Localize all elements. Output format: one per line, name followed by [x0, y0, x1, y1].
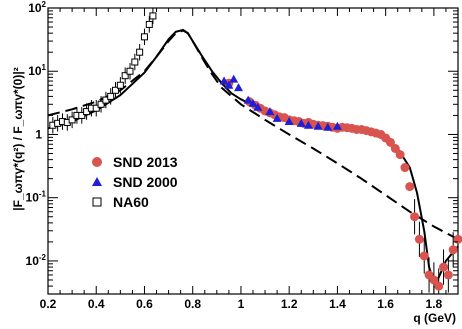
snd2000-point: [284, 117, 294, 126]
legend-marker-snd2000: [92, 177, 102, 186]
x-tick-label: 1.8: [426, 297, 443, 311]
na60-point: [116, 81, 124, 89]
snd2000-point: [303, 120, 313, 129]
na60-point: [102, 96, 110, 104]
y-tick-label: 102: [28, 0, 46, 15]
snd2000-point: [323, 122, 333, 131]
snd2013-point: [390, 143, 400, 153]
snd2013-point: [414, 234, 424, 244]
na60-point: [149, 12, 157, 20]
snd2013-point: [429, 275, 439, 285]
x-tick-label: 0.4: [88, 297, 105, 311]
snd2000-point: [248, 98, 258, 107]
y-tick-label: 1: [35, 127, 42, 141]
legend-label: NA60: [113, 194, 149, 210]
legend: SND 2013 SND 2000 NA60: [92, 154, 178, 210]
snd2000-point: [224, 80, 234, 89]
legend-label: SND 2000: [113, 174, 178, 190]
snd2000-point: [265, 107, 275, 116]
snd2013-point: [439, 262, 449, 272]
snd2000-point: [243, 95, 253, 104]
snd2013-point: [395, 150, 405, 160]
x-tick-label: 1.6: [377, 297, 394, 311]
snd2013-point: [400, 163, 410, 173]
snd2013-point: [410, 212, 420, 222]
y-tick-label: 10-1: [26, 190, 47, 205]
snd2000-point: [219, 76, 229, 85]
axes-layer: 0.2 0.4 0.6 0.8 1 1.2 1.4 1.6 1.8 10-2 10-1 101 102 1: [26, 0, 458, 311]
na60-point: [112, 86, 120, 94]
snd2000-point: [234, 83, 244, 92]
x-tick-label: 0.6: [136, 297, 153, 311]
na60-point: [140, 33, 148, 41]
snd2000-point: [272, 113, 282, 122]
x-tick-label: 0.2: [40, 297, 57, 311]
snd2013-point: [419, 251, 429, 261]
na60-point: [97, 100, 105, 108]
snd2000-point: [313, 121, 323, 130]
snd2013-point: [385, 137, 395, 147]
snd2013-point: [453, 234, 462, 244]
x-tick-label: 0.8: [184, 297, 201, 311]
legend-marker-snd2013: [92, 157, 102, 167]
snd2013-point: [434, 281, 444, 291]
na60-point: [68, 116, 76, 124]
points-layer: [49, 8, 462, 294]
snd2013-point: [405, 182, 415, 192]
y-tick-label: 101: [28, 63, 46, 78]
x-axis-label: q (GeV): [413, 311, 456, 325]
na60-point: [136, 48, 144, 56]
na60-point: [121, 72, 129, 80]
model-curve-dashed: [47, 29, 459, 241]
y-axis-label: |F_ωπγ*(q²) / F_ωπγ*(0)|²: [11, 67, 25, 210]
snd2000-point: [229, 74, 239, 83]
y-axis-label-group: |F_ωπγ*(q²) / F_ωπγ*(0)|²: [11, 67, 25, 210]
snd2000-point: [253, 102, 263, 111]
na60-point: [78, 111, 86, 119]
x-tick-label: 1.2: [281, 297, 298, 311]
na60-point: [131, 58, 139, 66]
legend-label: SND 2013: [113, 154, 178, 170]
snd2000-point: [332, 121, 342, 130]
x-tick-label: 1.4: [329, 297, 346, 311]
na60-point: [145, 20, 153, 28]
na60-point: [126, 67, 134, 75]
snd2013-point: [448, 245, 458, 255]
curves-layer: [47, 28, 459, 285]
snd2000-point: [296, 118, 306, 127]
na60-point: [107, 92, 115, 100]
snd2013-point: [443, 270, 453, 280]
y-tick-label: 10-2: [26, 253, 47, 268]
na60-point: [92, 104, 100, 112]
x-tick-label: 1: [238, 297, 245, 311]
legend-marker-na60: [92, 197, 102, 207]
